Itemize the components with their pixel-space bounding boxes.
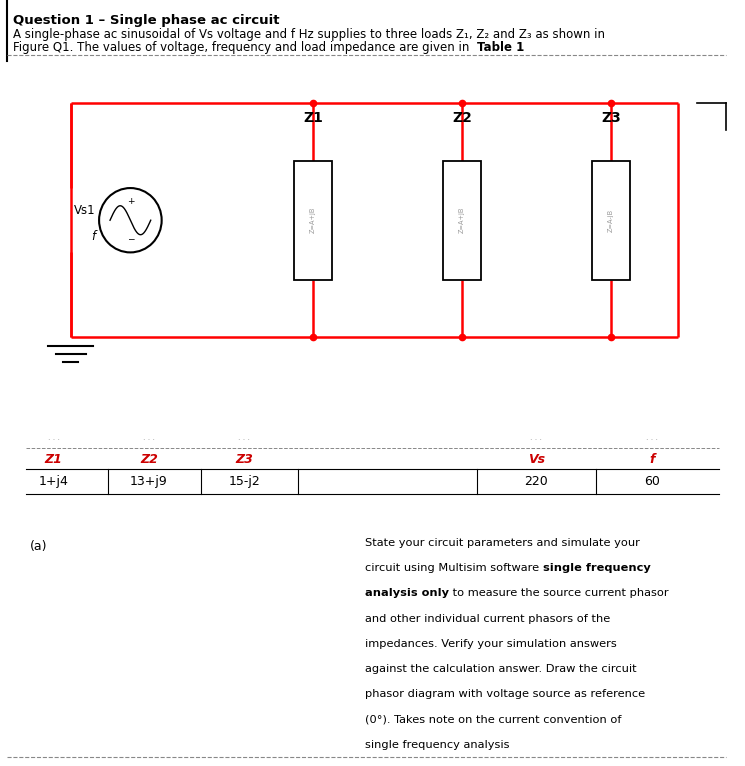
Text: Figure Q1. The values of voltage, frequency and load impedance are given in: Figure Q1. The values of voltage, freque… [13,41,474,54]
Text: against the calculation answer. Draw the circuit: against the calculation answer. Draw the… [365,664,637,674]
Text: phasor diagram with voltage source as reference: phasor diagram with voltage source as re… [365,689,645,699]
Text: . . .: . . . [143,433,155,442]
Text: and other individual current phasors of the: and other individual current phasors of … [365,614,610,624]
Text: +: + [127,197,134,206]
Text: Z=A-jB: Z=A-jB [608,208,614,232]
Bar [592,161,630,280]
Text: 60: 60 [644,475,660,488]
Text: 220: 220 [524,475,548,488]
Text: A single-phase ac sinusoidal of Vs voltage and f Hz supplies to three loads Z₁, : A single-phase ac sinusoidal of Vs volta… [13,28,606,41]
Text: . . .: . . . [646,433,658,442]
Text: . . .: . . . [530,433,542,442]
Text: State your circuit parameters and simulate your: State your circuit parameters and simula… [365,538,640,548]
Text: .: . [519,41,523,54]
Text: Z2: Z2 [140,453,158,466]
Text: impedances. Verify your simulation answers: impedances. Verify your simulation answe… [365,639,617,649]
Text: Z2: Z2 [452,111,472,125]
Text: single frequency analysis: single frequency analysis [365,740,510,750]
Text: Z3: Z3 [601,111,621,125]
Text: Question 1 – Single phase ac circuit: Question 1 – Single phase ac circuit [13,14,280,27]
Text: (0°). Takes note on the current convention of: (0°). Takes note on the current conventi… [365,715,621,725]
Bar [443,161,481,280]
Text: Z1: Z1 [303,111,323,125]
Bar [294,161,332,280]
Text: Vs: Vs [528,453,545,466]
Text: Table 1: Table 1 [477,41,524,54]
Text: Vs1: Vs1 [74,204,95,217]
Text: analysis only: analysis only [365,588,449,598]
Text: 15-j2: 15-j2 [229,475,260,488]
Text: −: − [127,234,134,244]
Text: Z3: Z3 [235,453,253,466]
Text: . . .: . . . [238,433,250,442]
Text: Z=A+jB: Z=A+jB [459,207,465,234]
Text: to measure the source current phasor: to measure the source current phasor [449,588,669,598]
Text: 1+j4: 1+j4 [39,475,69,488]
Text: single frequency: single frequency [543,563,650,573]
Text: 13+j9: 13+j9 [130,475,168,488]
Text: circuit using Multisim software: circuit using Multisim software [365,563,543,573]
Text: . . .: . . . [48,433,60,442]
Text: (a): (a) [30,540,47,553]
Text: f: f [649,453,655,466]
Text: Z1: Z1 [45,453,63,466]
Text: Z=A+jB: Z=A+jB [310,207,316,234]
Text: f: f [91,230,95,243]
